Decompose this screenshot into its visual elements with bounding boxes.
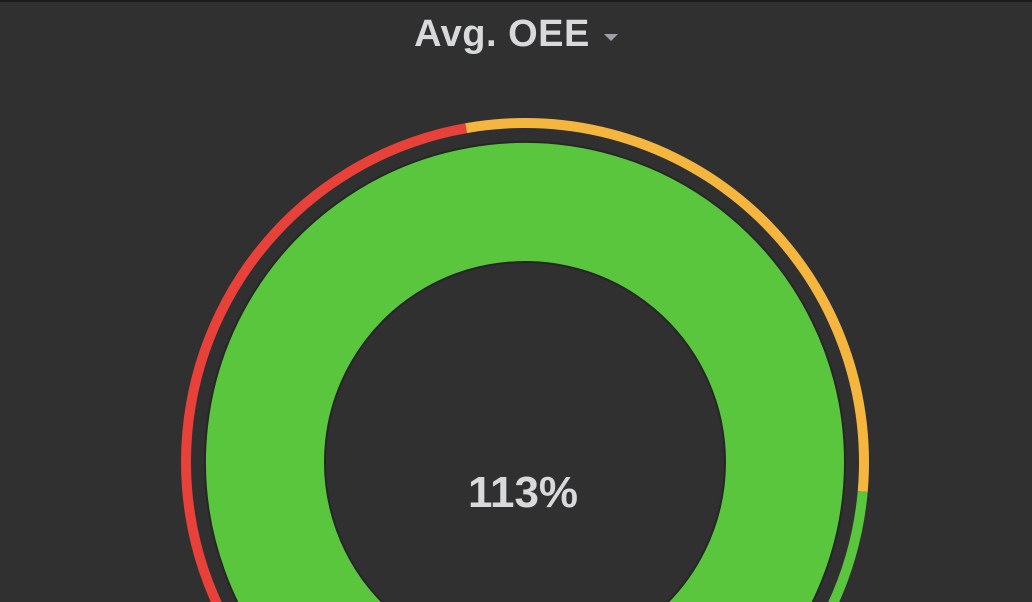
caret-down-icon[interactable]: [603, 33, 618, 41]
threshold-band-3: [828, 491, 868, 602]
threshold-ring: [181, 118, 869, 602]
gauge-value-label: 113%: [468, 468, 578, 517]
gauge-value-arc: [204, 141, 846, 602]
panel-title[interactable]: Avg. OEE: [414, 12, 590, 55]
panel-header[interactable]: Avg. OEE: [0, 12, 1032, 56]
